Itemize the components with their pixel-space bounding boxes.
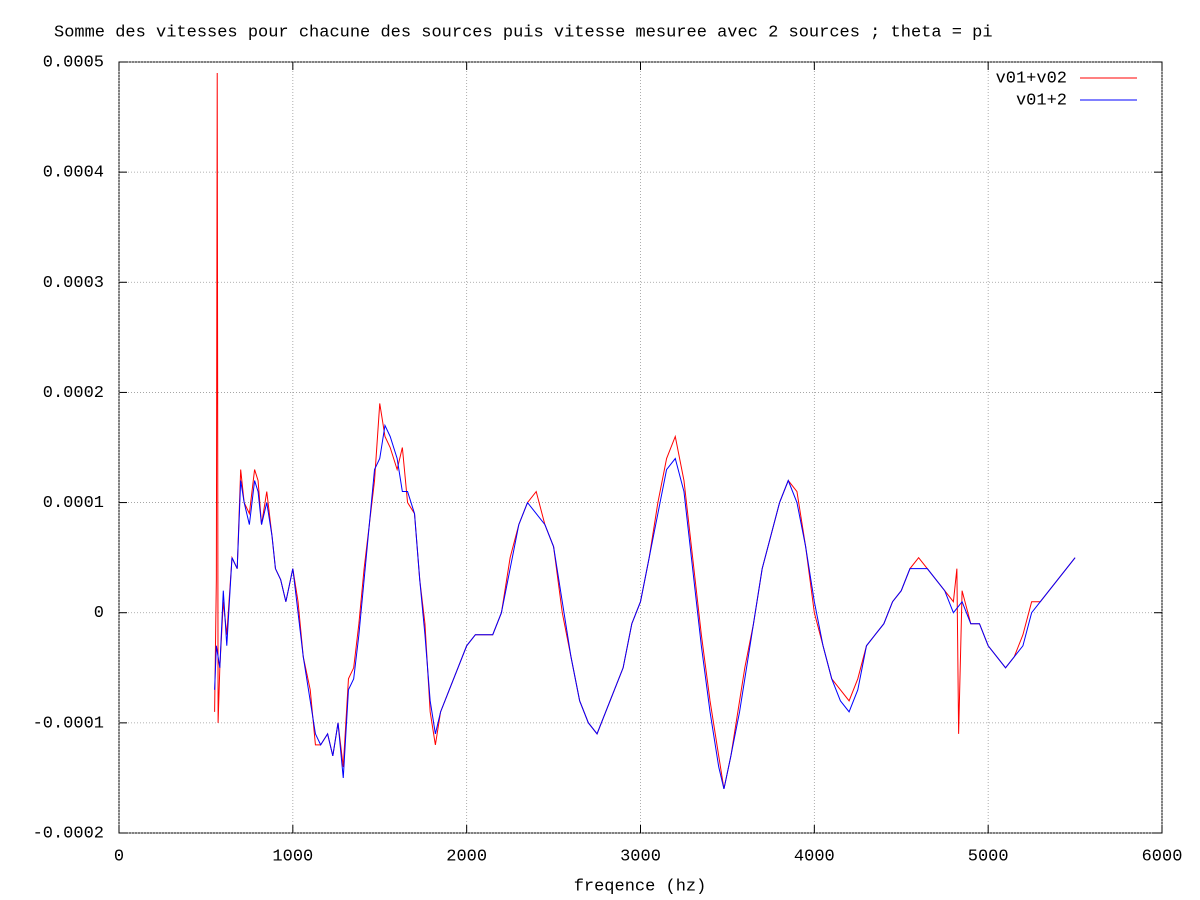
x-axis-label: freqence (hz) <box>574 877 707 896</box>
x-tick-label: 3000 <box>620 847 661 866</box>
x-tick-label: 1000 <box>272 847 313 866</box>
plot-frame <box>118 61 1163 834</box>
y-tick-label: -0.0002 <box>33 824 104 843</box>
data-line <box>214 423 1076 790</box>
x-tick-label: 0 <box>114 847 124 866</box>
legend-label: v01+v02 <box>996 69 1067 88</box>
x-tick-label: 2000 <box>446 847 487 866</box>
y-tick-label: 0.0002 <box>43 384 104 403</box>
chart-title: Somme des vitesses pour chacune des sour… <box>54 23 993 42</box>
y-tick-label: 0 <box>94 604 104 623</box>
y-tick-label: 0.0004 <box>43 164 104 183</box>
y-tick-label: 0.0001 <box>43 494 104 513</box>
x-tick-label: 6000 <box>1142 847 1183 866</box>
x-tick-label: 4000 <box>794 847 835 866</box>
data-line <box>214 73 1076 790</box>
y-tick-label: 0.0003 <box>43 274 104 293</box>
y-tick-label: 0.0005 <box>43 53 104 72</box>
x-tick-label: 5000 <box>968 847 1009 866</box>
y-tick-label: -0.0001 <box>33 714 104 733</box>
legend-label: v01+2 <box>1016 91 1067 110</box>
